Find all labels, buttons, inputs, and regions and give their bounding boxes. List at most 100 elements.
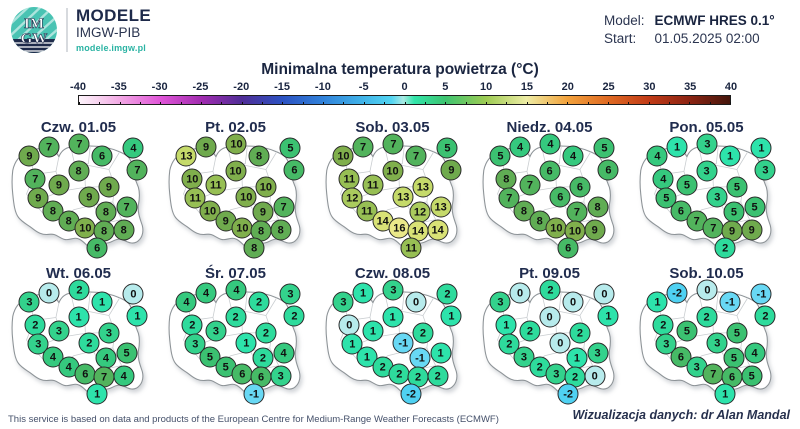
poland-map: 4 4 5 5 4 6 6 8 7 6 6 7 8 8 7 8 10 10 9 6 (471, 133, 628, 260)
temp-marker: 3 (18, 291, 40, 313)
temp-marker: 4 (646, 145, 668, 167)
temp-marker: 7 (38, 136, 60, 158)
temp-marker: 4 (95, 347, 117, 369)
temp-marker: 1 (235, 332, 257, 354)
temp-marker: 8 (495, 168, 517, 190)
temp-marker: 1 (714, 383, 736, 405)
temp-marker: 8 (248, 145, 270, 167)
logo-letters-bottom: GW (21, 31, 48, 47)
temp-marker: 13 (175, 145, 197, 167)
start-value: 01.05.2025 02:00 (654, 31, 760, 46)
temp-marker: 7 (498, 187, 520, 209)
temp-marker: 7 (405, 145, 427, 167)
temp-marker: 3 (706, 332, 728, 354)
temp-marker: 3 (382, 279, 404, 301)
temp-marker: 5 (723, 201, 745, 223)
temp-marker: 10 (564, 220, 586, 242)
model-value: ECMWF HRES 0.1° (654, 13, 775, 28)
temp-marker: 5 (676, 320, 698, 342)
footer-credit: Wizualizacja danych: dr Alan Mandal (572, 408, 790, 422)
temp-marker: 0 (539, 306, 560, 328)
temp-marker: 2 (248, 291, 270, 313)
temp-marker: 2 (539, 279, 561, 301)
colorbar-tick (546, 102, 548, 104)
temp-marker: 5 (744, 196, 766, 218)
temp-marker: 5 (436, 137, 458, 159)
colorbar-tick (445, 102, 447, 104)
temp-marker: 5 (676, 174, 698, 196)
colorbar-tick (668, 102, 670, 104)
colorbar-tick-label: 10 (480, 81, 493, 93)
temp-marker: 1 (597, 305, 619, 327)
temp-marker: 3 (696, 133, 718, 155)
forecast-panel: Sob. 10.05 -2 0 -1 1 -1 2 2 2 5 5 3 3 4 6 5 3 7 6 5 1 (628, 265, 785, 406)
temp-marker: 0 (509, 282, 531, 304)
colorbar-tick-label: -15 (274, 81, 291, 93)
poland-map: 1 3 2 3 0 1 1 0 1 2 -1 1 1 1 -1 2 2 2 2 -2 (314, 279, 471, 406)
temp-marker: 0 (584, 365, 606, 387)
colorbar-tick-label: -35 (110, 81, 127, 93)
colorbar-tick (567, 102, 569, 104)
temp-marker: 6 (86, 237, 108, 259)
temp-marker: 0 (122, 283, 144, 305)
temp-marker: 2 (78, 332, 100, 354)
temp-marker: 1 (68, 306, 89, 328)
forecast-panel: Sob. 03.05 7 7 5 10 7 9 10 11 11 13 13 12 13 11 12 14 16… (314, 119, 471, 260)
temp-marker: 3 (706, 186, 728, 208)
temp-marker: 4 (195, 282, 217, 304)
temp-marker: 4 (652, 168, 674, 190)
temp-marker: 7 (702, 363, 724, 385)
temp-marker: 0 (562, 291, 584, 313)
temp-marker: 10 (382, 160, 403, 182)
temp-marker: 13 (412, 176, 434, 198)
temp-marker: -2 (557, 383, 579, 405)
temp-marker: 9 (252, 201, 274, 223)
temp-marker: 3 (184, 333, 206, 355)
colorbar-tick (201, 102, 203, 104)
temp-marker: 2 (225, 306, 246, 328)
colorbar-tick (282, 102, 284, 104)
temp-marker: 16 (388, 217, 410, 239)
temp-marker: 7 (24, 168, 46, 190)
temp-marker: 9 (78, 186, 100, 208)
temp-marker: 0 (593, 283, 615, 305)
temp-marker: 7 (68, 133, 90, 155)
temp-marker: 2 (252, 347, 274, 369)
temp-marker: 4 (113, 365, 135, 387)
temp-marker: 2 (569, 322, 591, 344)
model-info: Model: ECMWF HRES 0.1° Start: 01.05.2025… (604, 13, 775, 46)
forecast-panel: Śr. 07.05 4 4 3 4 2 2 2 2 3 2 1 3 4 5 2 5 6 6 3 -1 (157, 265, 314, 406)
temp-marker: 0 (549, 332, 571, 354)
colorbar-tick (323, 102, 325, 104)
poland-map: 0 2 0 3 0 1 0 1 2 2 0 2 3 3 1 2 3 2 0 -2 (471, 279, 628, 406)
temp-marker: 3 (205, 320, 227, 342)
temp-marker: 5 (723, 347, 745, 369)
panel-date-title: Pt. 09.05 (519, 265, 580, 282)
temp-marker: -1 (409, 347, 431, 369)
colorbar-tick (160, 102, 162, 104)
forecast-panel: Pt. 09.05 0 2 0 3 0 1 0 1 2 2 0 2 3 3 1 2 3 2 0 -2 (471, 265, 628, 406)
poland-map: 9 10 5 13 8 6 10 10 11 10 10 11 7 10 9 9 10 8 8 8 (157, 133, 314, 260)
temp-marker: 6 (569, 176, 591, 198)
colorbar-tick (648, 102, 650, 104)
temp-marker: 8 (243, 237, 265, 259)
colorbar-tick (730, 102, 731, 104)
temp-marker: 14 (427, 219, 449, 241)
panel-date-title: Sob. 10.05 (669, 265, 744, 282)
maps-row-1: Czw. 01.05 7 7 4 9 6 7 8 7 9 9 9 9 7 8 8 8 10 8 8 6 Pt. 02.0… (0, 119, 800, 260)
temp-marker: -1 (750, 283, 772, 305)
colorbar-tick (140, 102, 142, 104)
temp-marker: 5 (655, 187, 677, 209)
temp-marker: 10 (332, 145, 354, 167)
temp-marker: 1 (646, 291, 668, 313)
temp-marker: 0 (38, 282, 60, 304)
temp-marker: 4 (122, 137, 144, 159)
temp-marker: 7 (352, 136, 374, 158)
brand-block: IM GW MODELE IMGW-PIB modele.imgw.pl (10, 6, 151, 54)
temp-marker: 10 (181, 168, 203, 190)
temp-marker: -1 (392, 332, 414, 354)
temp-marker: 8 (270, 219, 292, 241)
temp-marker: 3 (27, 333, 49, 355)
